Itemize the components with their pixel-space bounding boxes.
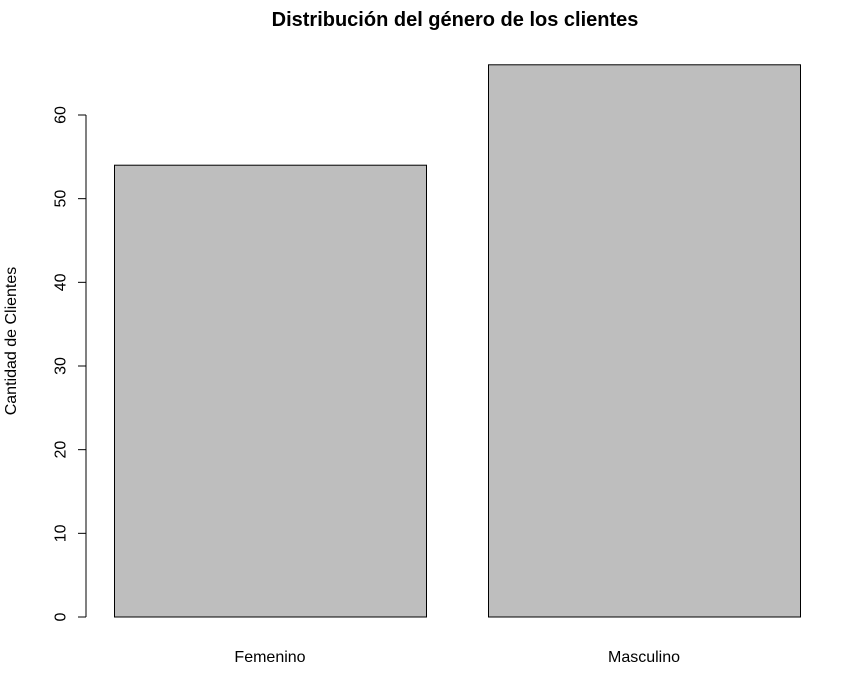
bar-masculino xyxy=(488,64,801,618)
chart-title: Distribución del género de los clientes xyxy=(272,9,639,31)
y-tick-label: 50 xyxy=(53,190,70,208)
category-labels: Femenino Masculino xyxy=(234,649,680,666)
y-tick-label: 60 xyxy=(53,106,70,124)
bar-femenino xyxy=(114,164,427,618)
y-axis: 0 10 20 30 40 50 60 xyxy=(53,106,87,621)
y-axis-label: Cantidad de Clientes xyxy=(3,267,20,416)
category-label-femenino: Femenino xyxy=(234,649,305,666)
y-tick-label: 30 xyxy=(53,357,70,375)
y-tick-label: 0 xyxy=(53,612,70,621)
y-tick-label: 40 xyxy=(53,273,70,291)
bars xyxy=(114,64,801,618)
category-label-masculino: Masculino xyxy=(608,649,680,666)
y-tick-label: 10 xyxy=(53,524,70,542)
y-tick-label: 20 xyxy=(53,441,70,459)
